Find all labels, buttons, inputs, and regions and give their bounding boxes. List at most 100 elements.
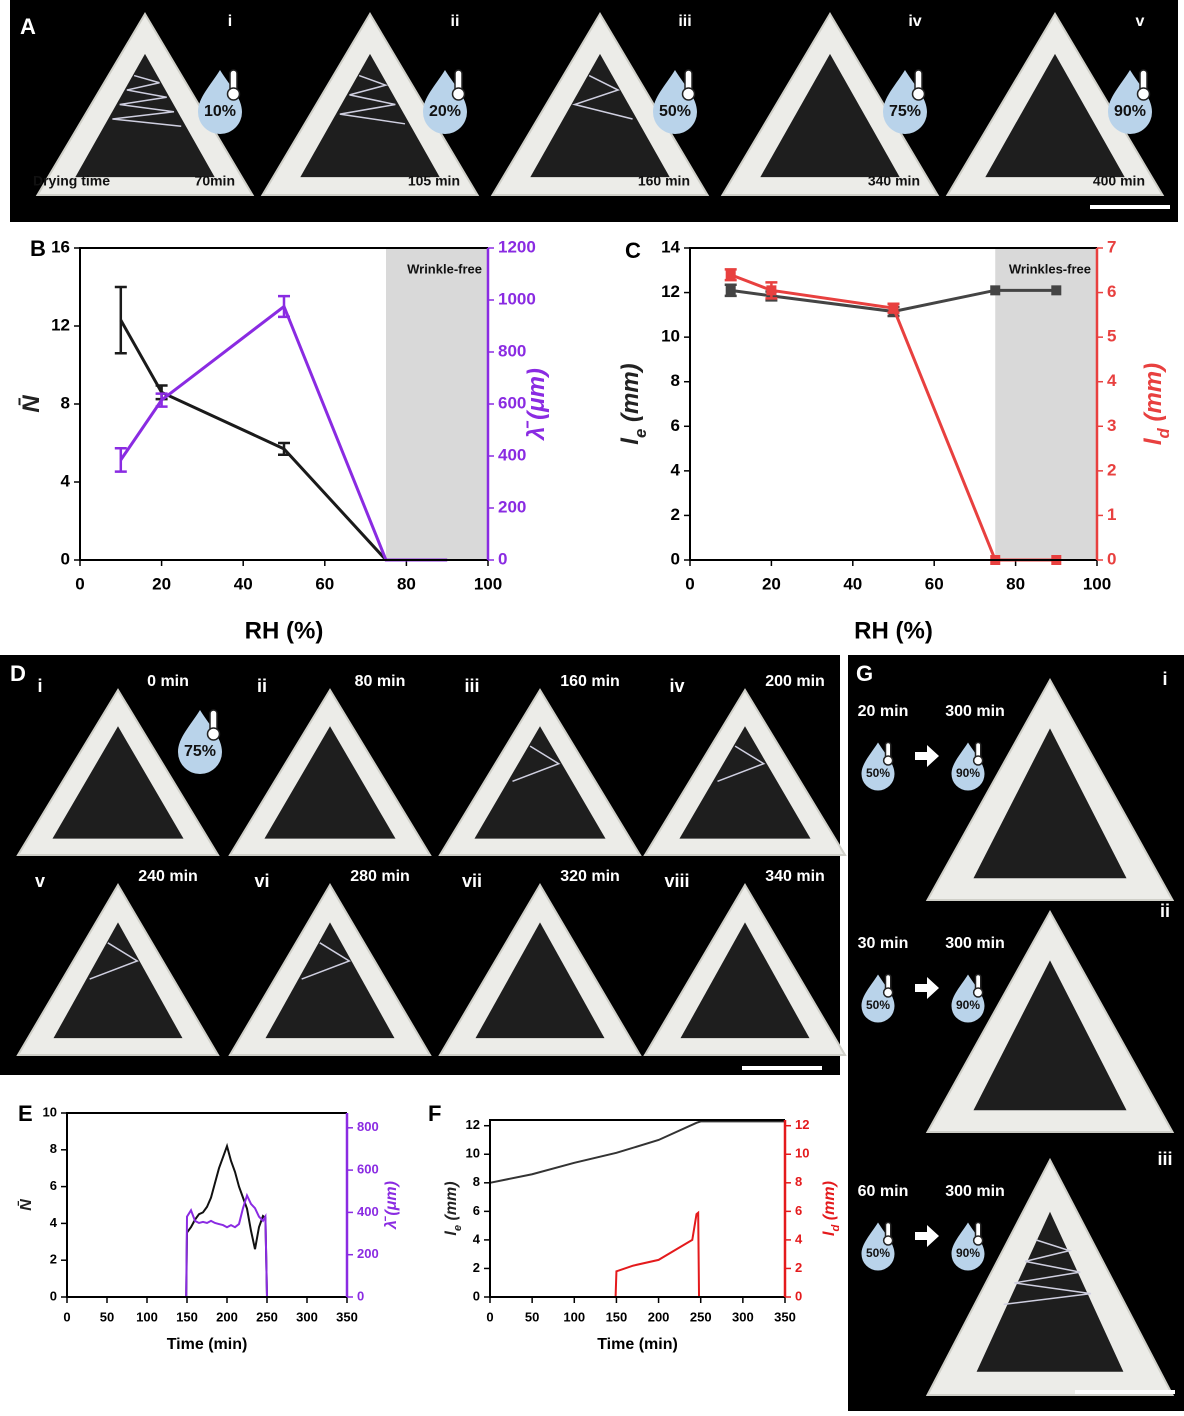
axis-label-part: λ̄ (μm) xyxy=(523,368,550,442)
label: 1000 xyxy=(498,289,536,308)
label: RH (%) xyxy=(854,617,933,644)
label: 7 xyxy=(1107,237,1116,256)
label: 200 min xyxy=(765,673,825,690)
label: 340 min xyxy=(765,868,825,885)
label: Time (min) xyxy=(597,1336,678,1353)
label: 75% xyxy=(184,743,216,760)
label: 240 min xyxy=(138,868,198,885)
label: 20% xyxy=(429,103,461,120)
label: 20 min xyxy=(858,703,909,720)
label: iv xyxy=(669,676,684,696)
label: 200 xyxy=(648,1309,670,1324)
label: 10 xyxy=(43,1104,57,1119)
series-line xyxy=(490,1213,785,1297)
label: vi xyxy=(254,871,269,891)
label: 6 xyxy=(795,1203,802,1218)
shaded-region xyxy=(386,248,488,560)
series-line xyxy=(121,320,386,560)
label: 60 xyxy=(315,574,334,593)
thermometer-bulb xyxy=(974,756,983,765)
label: 105 min xyxy=(408,173,460,189)
label: i xyxy=(228,13,232,30)
label: Wrinkles-free xyxy=(1009,261,1091,276)
thermometer-bulb xyxy=(683,88,695,100)
label: 0 xyxy=(63,1309,70,1324)
label: iv xyxy=(908,13,921,30)
label: 10 xyxy=(795,1146,809,1161)
label: 250 xyxy=(256,1309,278,1324)
label: 50% xyxy=(866,998,890,1012)
marker xyxy=(990,285,1000,295)
label: 160 min xyxy=(560,673,620,690)
label: B xyxy=(30,236,46,261)
label: iii xyxy=(678,13,691,30)
thermometer-bulb xyxy=(884,1236,893,1245)
axis-label: ld (mm) xyxy=(1140,363,1173,445)
label: 0 xyxy=(1107,549,1116,568)
label: 90% xyxy=(956,1246,980,1260)
label: 8 xyxy=(473,1174,480,1189)
label: 20 xyxy=(762,574,781,593)
label: 200 xyxy=(498,497,526,516)
label: 100 xyxy=(474,574,502,593)
series-line xyxy=(67,1146,347,1297)
thermometer-bulb xyxy=(884,988,893,997)
axis-label: le (mm) xyxy=(617,363,650,444)
label: 100 xyxy=(1083,574,1111,593)
label: 4 xyxy=(473,1231,481,1246)
label: 300 min xyxy=(945,703,1005,720)
label: 10 xyxy=(466,1146,480,1161)
label: A xyxy=(20,14,36,39)
axis-label: λ̄ (μm) xyxy=(523,368,550,442)
label: 0 xyxy=(795,1288,802,1303)
thermometer-bulb xyxy=(208,728,220,740)
marker xyxy=(1051,285,1061,295)
axis-label: ld (mm) xyxy=(821,1181,842,1236)
marker xyxy=(726,285,736,295)
marker xyxy=(889,303,899,313)
label: 50% xyxy=(659,103,691,120)
label: 340 min xyxy=(868,173,920,189)
label: 90% xyxy=(956,766,980,780)
label: 10 xyxy=(661,327,680,346)
label: 5 xyxy=(1107,327,1116,346)
thermometer-bulb xyxy=(913,88,925,100)
label: 60 xyxy=(925,574,944,593)
label: 90% xyxy=(1114,103,1146,120)
label: vii xyxy=(462,871,482,891)
label: 320 min xyxy=(560,868,620,885)
label: 200 xyxy=(216,1309,238,1324)
label: 300 min xyxy=(945,1183,1005,1200)
label: 300 xyxy=(732,1309,754,1324)
label: 0 xyxy=(486,1309,493,1324)
label: 400 xyxy=(498,445,526,464)
label: 6 xyxy=(671,416,680,435)
thermometer-bulb xyxy=(1138,88,1150,100)
label: 0 xyxy=(50,1288,57,1303)
label: 4 xyxy=(1107,371,1117,390)
label: RH (%) xyxy=(245,617,324,644)
label: 150 xyxy=(606,1309,628,1324)
label: 0 xyxy=(61,549,70,568)
label: 600 xyxy=(357,1162,379,1177)
axis-label-part: (mm) xyxy=(821,1181,838,1225)
label: 75% xyxy=(889,103,921,120)
label: 300 xyxy=(296,1309,318,1324)
label: 0 xyxy=(498,549,507,568)
label: 0 xyxy=(671,549,680,568)
label: 600 xyxy=(498,393,526,412)
label: 8 xyxy=(50,1141,57,1156)
label: 16 xyxy=(51,237,70,256)
label: 400 xyxy=(357,1204,379,1219)
label: 160 min xyxy=(638,173,690,189)
label: 80 xyxy=(397,574,416,593)
axis-label: N̄ xyxy=(16,1199,35,1211)
label: 70min xyxy=(195,173,235,189)
label: 800 xyxy=(357,1119,379,1134)
label: 2 xyxy=(1107,460,1116,479)
label: Drying time xyxy=(33,173,110,189)
label: F xyxy=(428,1101,441,1126)
label: iii xyxy=(464,676,479,696)
label: 0 min xyxy=(147,673,189,690)
shaded-region xyxy=(995,248,1097,560)
